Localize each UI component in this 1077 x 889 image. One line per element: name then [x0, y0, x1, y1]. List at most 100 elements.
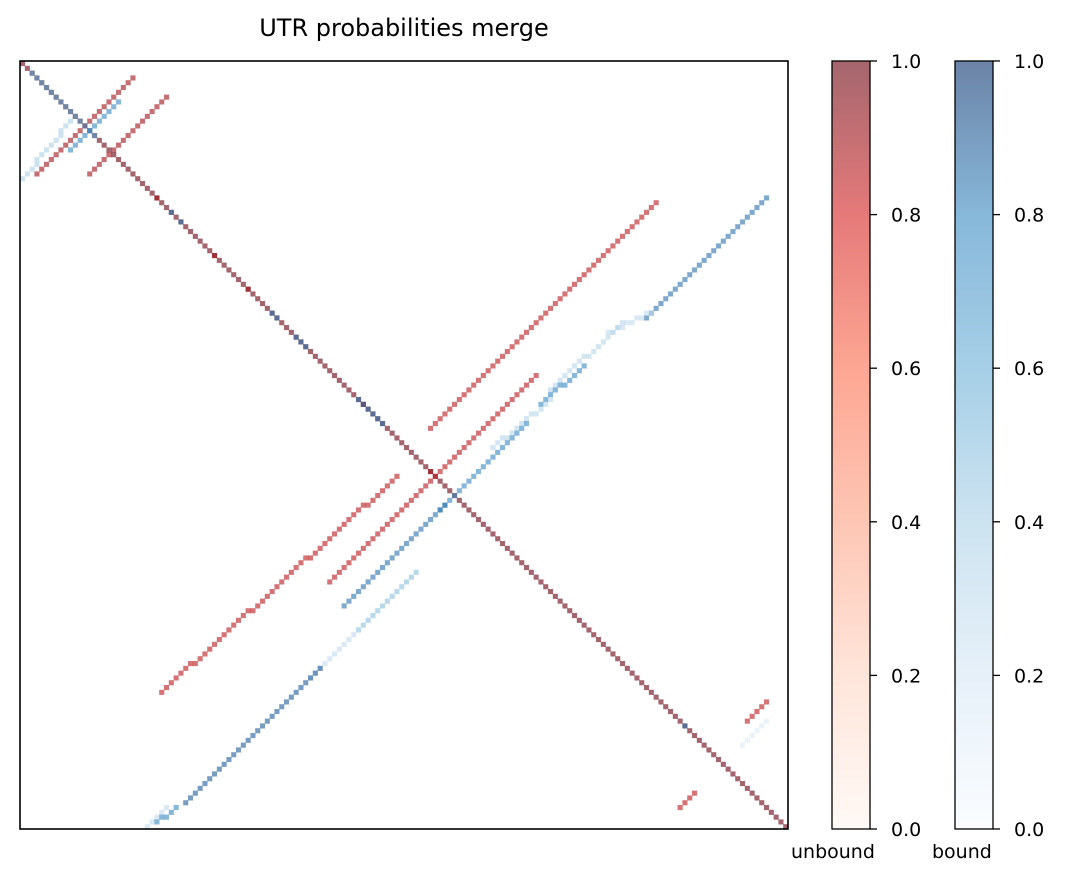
unbound-cell [648, 205, 654, 211]
colorbar-unbound: 0.0 0.2 0.4 0.6 0.8 1.0 [831, 51, 921, 841]
bound-cell [96, 118, 102, 124]
unbound-cell [500, 541, 506, 547]
unbound-cell [634, 219, 640, 225]
unbound-cell [92, 166, 98, 172]
bound-cell [572, 363, 578, 369]
unbound-cell [596, 637, 602, 643]
bound-cell [53, 94, 59, 100]
unbound-cell [394, 512, 400, 518]
unbound-cell [629, 670, 635, 676]
unbound-cell [711, 752, 717, 758]
unbound-cell [749, 713, 755, 719]
unbound-cell [135, 123, 141, 129]
bound-cell [514, 430, 520, 436]
bound-cell [39, 80, 45, 86]
bound-cell [538, 401, 544, 407]
bound-cell [528, 411, 534, 417]
unbound-cell [135, 176, 141, 182]
bound-cell [293, 334, 299, 340]
unbound-cell [341, 382, 347, 388]
unbound-cell [528, 325, 534, 331]
bound-tick-label: 0.8 [1014, 205, 1044, 227]
unbound-cell [456, 397, 462, 403]
bound-cell [68, 118, 74, 124]
unbound-cell [154, 195, 160, 201]
bound-cell [92, 133, 98, 139]
unbound-cell [106, 152, 112, 158]
unbound-cell [461, 392, 467, 398]
unbound-cell [384, 483, 390, 489]
bound-cell [471, 473, 477, 479]
unbound-cell [524, 382, 530, 388]
unbound-cell [552, 301, 558, 307]
bound-cell [322, 661, 328, 667]
unbound-cell [413, 493, 419, 499]
unbound-cell [332, 373, 338, 379]
unbound-cell [260, 301, 266, 307]
bound-cell [476, 469, 482, 475]
unbound-cell [452, 454, 458, 460]
unbound-cell [754, 709, 760, 715]
unbound-cell [92, 113, 98, 119]
unbound-cell [778, 819, 784, 825]
bound-cell [336, 646, 342, 652]
bound-cell [576, 358, 582, 364]
bound-cell [634, 315, 640, 321]
colorbar-bound-label: bound [932, 841, 992, 863]
unbound-cell [456, 497, 462, 503]
bound-cell [116, 99, 122, 105]
bound-cell [557, 377, 563, 383]
bound-cell [226, 757, 232, 763]
unbound-cell [202, 651, 208, 657]
bound-cell [380, 565, 386, 571]
unbound-cell [725, 766, 731, 772]
unbound-cell [514, 555, 520, 561]
bound-cell [288, 694, 294, 700]
unbound-cell [399, 507, 405, 513]
bound-cell [404, 541, 410, 547]
unbound-cell [192, 661, 198, 667]
unbound-cell [600, 641, 606, 647]
unbound-cell [116, 89, 122, 95]
unbound-cell [533, 373, 539, 379]
unbound-cell [255, 296, 261, 302]
unbound-cell [20, 61, 26, 67]
bound-cell [168, 209, 174, 215]
bound-cell [692, 267, 698, 273]
bound-cell [92, 123, 98, 129]
unbound-cell [63, 142, 69, 148]
unbound-cell [197, 238, 203, 244]
unbound-cell [317, 358, 323, 364]
unbound-cell [586, 627, 592, 633]
unbound-cell [303, 555, 309, 561]
unbound-cell [639, 214, 645, 220]
bound-cell [384, 560, 390, 566]
unbound-cell [480, 373, 486, 379]
bound-cell [567, 368, 573, 374]
unbound-cell [538, 315, 544, 321]
unbound-cell [466, 440, 472, 446]
unbound-cell [120, 137, 126, 143]
unbound-cell [519, 560, 525, 566]
unbound-cell [111, 152, 117, 158]
bound-cell [72, 142, 78, 148]
unbound-cell [236, 277, 242, 283]
unbound-cell [188, 229, 194, 235]
bound-cell [188, 795, 194, 801]
bound-cell [360, 584, 366, 590]
unbound-cell [274, 584, 280, 590]
bound-cell [620, 320, 626, 326]
bound-cell [29, 166, 35, 172]
unbound-cell [653, 694, 659, 700]
bound-cell [740, 219, 746, 225]
unbound-cell [461, 502, 467, 508]
unbound-cell [456, 449, 462, 455]
unbound-cell [279, 579, 285, 585]
bound-tick-label: 0.2 [1014, 665, 1044, 687]
unbound-cell [581, 622, 587, 628]
unbound-cell [744, 785, 750, 791]
bound-cell [418, 526, 424, 532]
bound-cell [682, 277, 688, 283]
bound-cell [524, 421, 530, 427]
unbound-cell [202, 243, 208, 249]
